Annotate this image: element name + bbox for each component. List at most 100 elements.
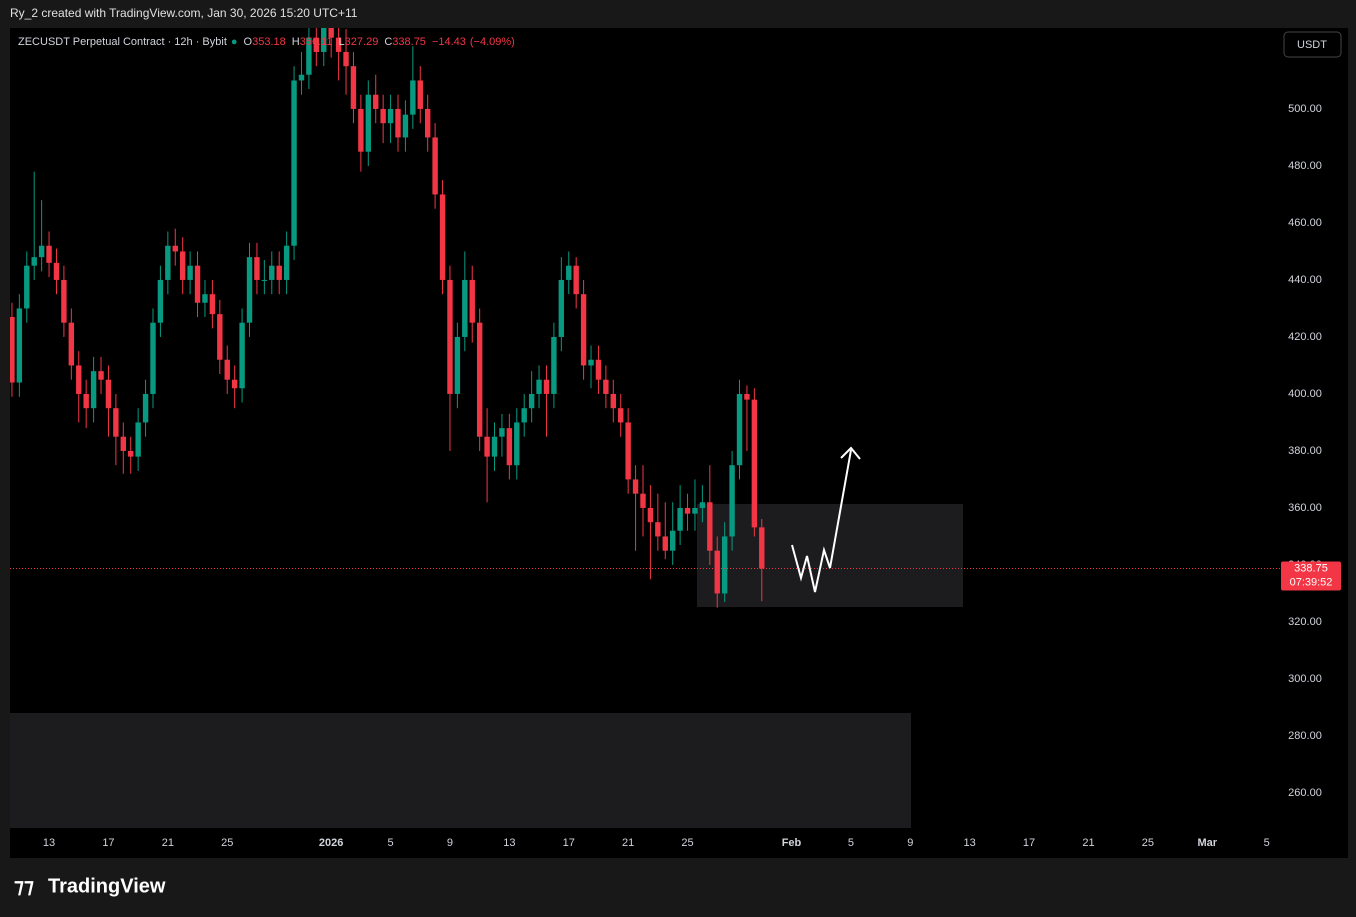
y-tick-label: 480.00 xyxy=(1288,160,1322,172)
candle-body xyxy=(194,265,201,303)
candle-body xyxy=(68,322,75,366)
candle-body xyxy=(714,550,720,594)
candle-body xyxy=(410,80,416,115)
candle-body xyxy=(491,436,498,457)
ohlc-value: 353.18 xyxy=(252,36,286,48)
x-tick-label: 5 xyxy=(1264,837,1270,849)
candle-body xyxy=(640,493,646,508)
candle-body xyxy=(105,379,112,409)
candle-body xyxy=(469,279,475,323)
x-tick-label: 21 xyxy=(622,837,634,849)
candle-body xyxy=(291,80,297,246)
candle-body xyxy=(417,80,423,109)
candle-body xyxy=(744,393,750,400)
candle-body xyxy=(217,314,223,360)
price-label: 338.75 xyxy=(1294,562,1328,574)
candle-body xyxy=(335,37,342,52)
candle-body xyxy=(566,265,572,280)
candle-body xyxy=(179,251,186,280)
candle-body xyxy=(165,245,171,280)
y-tick-label: 360.00 xyxy=(1288,502,1322,514)
candle-body xyxy=(603,379,609,394)
ohlc-value: 327.29 xyxy=(345,36,379,48)
candle-body xyxy=(499,428,505,437)
ohlc: O353.18 H356.11 L327.29 C338.75 −14.43 (−4.09… xyxy=(244,36,515,48)
candle-body xyxy=(16,308,23,383)
x-tick-label: 5 xyxy=(848,837,854,849)
candle-body xyxy=(276,265,282,280)
zone xyxy=(10,713,911,828)
y-tick-label: 320.00 xyxy=(1288,616,1322,628)
candle-body xyxy=(231,379,238,389)
countdown: 07:39:52 xyxy=(1290,576,1333,588)
candle-body xyxy=(402,114,409,138)
arrow-head xyxy=(840,446,861,460)
x-tick-label: 9 xyxy=(907,837,913,849)
zone xyxy=(697,504,963,607)
candle-body xyxy=(313,37,320,52)
candle-body xyxy=(187,265,193,280)
price-label-box xyxy=(1281,561,1341,591)
candle-body xyxy=(625,422,631,480)
candle-body xyxy=(350,66,357,109)
candle-body xyxy=(53,262,60,280)
candle-body xyxy=(202,294,208,303)
candle-body xyxy=(128,450,134,457)
currency[interactable]: USDT xyxy=(1297,39,1327,51)
candle-body xyxy=(439,194,446,280)
x-tick-label: 25 xyxy=(681,837,693,849)
x-tick-label: 21 xyxy=(1082,837,1094,849)
ohlc-value: 356.11 xyxy=(300,36,333,48)
symbol: ZECUSDT Perpetual Contract · 12h · Bybit… xyxy=(18,36,515,48)
candle-body xyxy=(647,507,654,523)
x-tick-label: 25 xyxy=(221,837,233,849)
candle-body xyxy=(380,108,386,124)
y-tick-label: 500.00 xyxy=(1288,103,1322,115)
candle-body xyxy=(283,245,290,280)
candle-body xyxy=(432,137,438,195)
dot: ● xyxy=(231,36,238,48)
arrow xyxy=(791,449,852,593)
candle-body xyxy=(618,408,624,423)
x-tick-label: 21 xyxy=(162,837,174,849)
candle-body xyxy=(514,422,520,466)
candle-body xyxy=(447,279,453,394)
candle-body xyxy=(298,74,305,81)
candle-body xyxy=(142,393,149,423)
ohlc-value: 338.75 xyxy=(392,36,426,48)
candle-body xyxy=(157,279,164,323)
x-tick-label: 13 xyxy=(503,837,515,849)
x-tick-label: 2026 xyxy=(319,837,343,849)
y-tick-label: 400.00 xyxy=(1288,388,1322,400)
candle-body xyxy=(677,507,683,531)
candle-body xyxy=(536,379,542,394)
x-tick-label: 9 xyxy=(447,837,453,849)
candle-body xyxy=(358,108,364,152)
candle-body xyxy=(699,502,706,508)
y-tick-label: 300.00 xyxy=(1288,673,1322,685)
candle-body xyxy=(528,393,535,409)
x-tick-label: 17 xyxy=(102,837,114,849)
y-tick-label: 380.00 xyxy=(1288,445,1322,457)
candle-body xyxy=(387,108,394,124)
candle-body xyxy=(751,399,758,528)
candle-body xyxy=(721,536,728,594)
candle-body xyxy=(729,465,735,537)
candle-body xyxy=(150,322,156,394)
ohlc-label: L xyxy=(339,36,345,48)
ohlc-label: O xyxy=(244,36,253,48)
currency-button[interactable] xyxy=(1283,31,1342,58)
candle-body xyxy=(655,522,661,537)
candle-body xyxy=(46,245,52,263)
candle-body xyxy=(462,279,468,337)
candle-body xyxy=(558,279,565,337)
candle-body xyxy=(521,408,527,423)
x-tick-label: 13 xyxy=(43,837,55,849)
candle-body xyxy=(365,94,371,152)
candle-body xyxy=(269,265,275,280)
x-tick-label: 17 xyxy=(563,837,575,849)
candle-body xyxy=(10,316,15,383)
candle-body xyxy=(328,28,334,38)
brand: TradingView xyxy=(48,875,166,897)
